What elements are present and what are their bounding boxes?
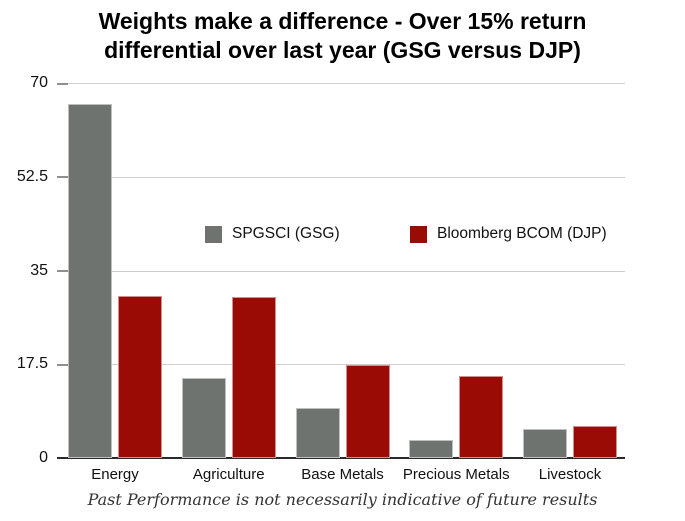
x-label-livestock: Livestock (538, 466, 602, 483)
x-label-agriculture: Agriculture (192, 466, 265, 483)
chart-title-line-1: Weights make a difference - Over 15% ret… (98, 8, 587, 34)
y-tick-17-5 (57, 363, 68, 366)
bar-spgsci-energy (68, 104, 112, 458)
legend-label-djp: Bloomberg BCOM (DJP) (437, 225, 607, 242)
y-tick-label-52-5: 52.5 (16, 167, 48, 185)
y-tick-label-17-5: 17.5 (16, 355, 48, 373)
past-performance-disclaimer: Past Performance is not necessarily indi… (87, 490, 598, 509)
gridline-35 (57, 270, 625, 272)
gridline-70 (57, 83, 625, 84)
legend-item-gsg: SPGSCI (GSG) (205, 225, 340, 243)
bar-bloomberg-energy (118, 296, 162, 458)
gridline-0 (57, 457, 625, 459)
y-tick-70 (57, 82, 68, 85)
y-tick-label-0: 0 (39, 449, 48, 466)
bar-bloomberg-precious-metals (459, 376, 504, 458)
y-tick-label-35: 35 (30, 261, 48, 279)
bar-spgsci-agriculture (181, 377, 226, 458)
bar-bloomberg-agriculture (231, 296, 276, 458)
y-tick-35 (57, 270, 68, 272)
bar-spgsci-precious-metals (409, 439, 454, 458)
legend-swatch-djp (410, 225, 427, 243)
bar-spgsci-livestock (523, 428, 567, 458)
legend-swatch-gsg (205, 225, 222, 243)
legend-item-djp: Bloomberg BCOM (DJP) (410, 225, 607, 243)
bar-spgsci-base-metals (295, 408, 340, 458)
chart-title: Weights make a difference - Over 15% ret… (0, 7, 685, 65)
bar-bloomberg-livestock (573, 425, 617, 458)
gridline-52-5 (57, 176, 625, 178)
y-tick-52-5 (57, 176, 68, 179)
bar-bloomberg-base-metals (345, 364, 390, 458)
y-tick-label-70: 70 (30, 74, 48, 91)
gridline-17-5 (57, 364, 625, 366)
x-label-precious-metals: Precious Metals (402, 466, 510, 483)
x-label-energy: Energy (91, 466, 139, 483)
chart-title-line-2: differential over last year (GSG versus … (104, 37, 581, 63)
x-label-base-metals: Base Metals (301, 466, 384, 483)
legend-label-gsg: SPGSCI (GSG) (232, 225, 340, 242)
